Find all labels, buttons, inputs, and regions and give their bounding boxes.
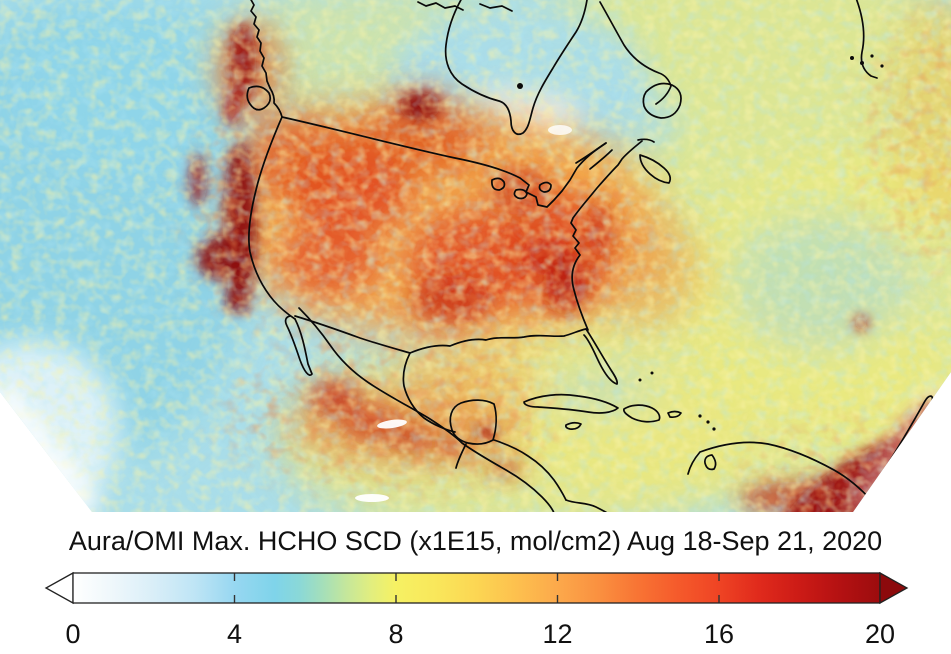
colorbar-gradient-bar: [72, 572, 881, 604]
map-title: Aura/OMI Max. HCHO SCD (x1E15, mol/cm2) …: [68, 526, 883, 556]
mexico-gulf-coast: [402, 352, 456, 433]
tick-label-12: 12: [542, 619, 572, 649]
map-canvas: [0, 0, 951, 512]
tick-label-20: 20: [865, 619, 895, 649]
panama-colombia: [565, 499, 619, 512]
ungava-labrador: [599, 1, 672, 105]
cuba: [523, 393, 619, 414]
gulf-coast-us: [409, 328, 587, 354]
map-raster-layers: [0, 0, 951, 512]
tick-label-16: 16: [704, 619, 734, 649]
vancouver-island: [246, 85, 272, 111]
central-america-coast: [455, 439, 567, 501]
jamaica: [564, 421, 582, 430]
prince-edward: [637, 138, 655, 143]
florida: [583, 328, 619, 385]
us-canada-border: [281, 116, 607, 208]
nova-scotia: [639, 154, 672, 184]
greenland-fragment: [855, 0, 878, 79]
tick-label-8: 8: [388, 619, 403, 649]
east-coast: [570, 140, 643, 331]
us-mexico-border: [294, 315, 411, 354]
tick-label-0: 0: [65, 619, 80, 649]
colorbar-right-arrow: [879, 571, 909, 605]
tick-label-4: 4: [227, 619, 242, 649]
data-gaps: [355, 125, 572, 502]
lesser-antilles-dots: [638, 54, 884, 431]
yucatan: [449, 399, 497, 445]
st-lawrence: [575, 142, 613, 170]
pacific-coast-us: [247, 116, 296, 320]
maracaibo: [704, 454, 717, 471]
colorbar-left-arrow: [44, 571, 74, 605]
colorbar-canvas: 0 4 8 12 16 20: [44, 571, 909, 649]
colorbar-tick-labels: 0 4 8 12 16 20: [65, 619, 895, 649]
bc-coast: [269, 87, 283, 118]
great-lakes: [491, 177, 552, 200]
hudson-bay: [444, 0, 588, 136]
arctic-top-squiggles: [417, 1, 513, 12]
colorbar: 0 4 8 12 16 20: [0, 564, 951, 649]
hcho-concentration-map: [0, 0, 951, 512]
baja-california: [284, 315, 313, 376]
colorbar-tick-marks: [233, 573, 720, 603]
puerto-rico: [667, 410, 682, 419]
south-america-coast: [687, 441, 881, 512]
hudson-island: [517, 83, 523, 89]
coastlines: [246, 0, 934, 512]
hispaniola: [623, 404, 661, 423]
alaska-bc-panhandle: [249, 0, 271, 89]
speckle-texture: [0, 0, 951, 512]
